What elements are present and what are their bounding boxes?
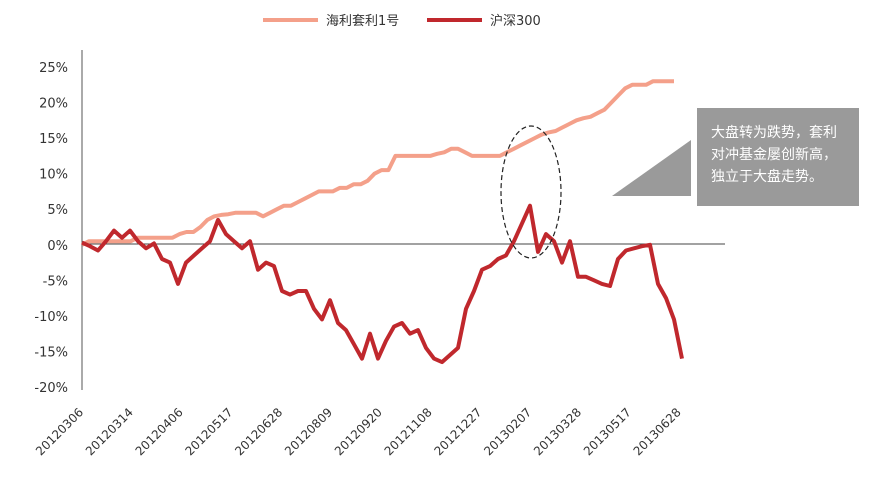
highlight-ellipse [500, 125, 562, 259]
y-tick-label: 20% [39, 97, 68, 112]
x-tick-label: 20120920 [332, 405, 385, 458]
x-tick-label: 20120628 [232, 405, 285, 458]
series-lines [81, 79, 684, 365]
y-tick-label: 0% [47, 239, 68, 254]
legend: 海利套利1号 沪深300 [263, 13, 541, 29]
x-tick-label: 20130628 [631, 405, 684, 458]
y-tick-label: -20% [34, 381, 68, 396]
x-tick-label: 20130517 [581, 405, 634, 458]
x-tick-label: 20130207 [481, 405, 534, 458]
series-line-index [81, 203, 684, 365]
annotation-line-3: 独立于大盘走势。 [711, 169, 823, 185]
y-tick-labels: 25% 20% 15% 10% 5% 0% -5% -10% -15% -20% [34, 61, 68, 396]
y-tick-label: -10% [34, 310, 68, 325]
x-tick-label: 20120306 [33, 405, 86, 458]
legend-label-index: 沪深300 [490, 13, 541, 29]
y-tick-label: 10% [39, 168, 68, 183]
annotation-callout: 大盘转为跌势，套利 对冲基金屡创新高， 独立于大盘走势。 [697, 108, 859, 206]
x-tick-label: 20120809 [282, 405, 335, 458]
y-tick-label: -5% [43, 274, 68, 289]
y-tick-label: 5% [47, 203, 68, 218]
x-tick-labels: 2012030620120314201204062012051720120628… [33, 405, 684, 458]
annotation-line-2: 对冲基金屡创新高， [711, 147, 837, 163]
callout-pointer [612, 140, 691, 196]
series-line-fund [81, 79, 674, 247]
x-tick-label: 20121227 [431, 405, 484, 458]
y-tick-label: -15% [34, 345, 68, 360]
x-tick-label: 20121108 [382, 405, 435, 458]
x-tick-label: 20120314 [83, 405, 136, 458]
annotation-line-1: 大盘转为跌势，套利 [711, 125, 837, 141]
x-tick-label: 20120517 [182, 405, 235, 458]
y-tick-label: 25% [39, 61, 68, 76]
y-tick-label: 15% [39, 132, 68, 147]
x-tick-label: 20130328 [531, 405, 584, 458]
legend-label-fund: 海利套利1号 [326, 13, 399, 29]
x-tick-label: 20120406 [133, 405, 186, 458]
